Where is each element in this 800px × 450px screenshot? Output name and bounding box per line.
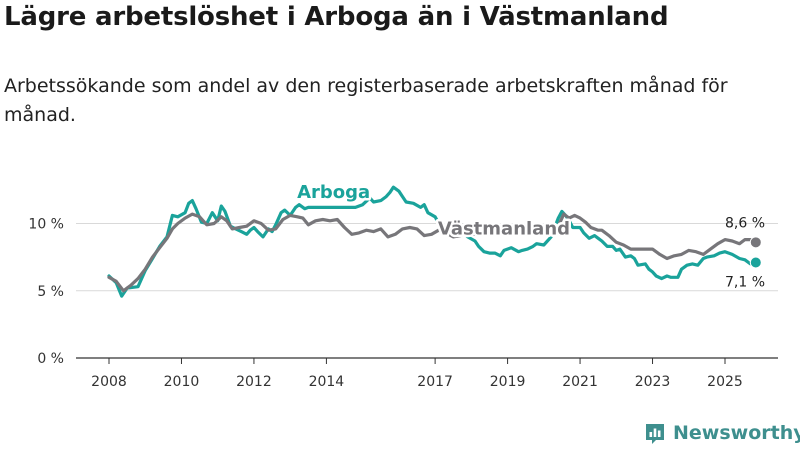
x-tick-label: 2008 <box>91 374 127 390</box>
brand-name: Newsworthy <box>673 422 800 444</box>
gridlines <box>76 223 778 292</box>
series-label-arboga: Arboga <box>297 182 370 203</box>
newsworthy-logo: Newsworthy <box>643 420 800 446</box>
x-tick-label: 2019 <box>490 374 526 390</box>
end-value-label-vastmanland: 8,6 % <box>725 215 765 231</box>
series-label-vastmanland: Västmanland <box>438 218 570 239</box>
x-tick-label: 2012 <box>236 374 272 390</box>
end-value-label-arboga: 7,1 % <box>725 275 765 291</box>
newsworthy-logo-icon <box>646 424 664 444</box>
y-tick-label: 10 % <box>28 217 64 233</box>
series-line-vastmanland <box>107 212 758 293</box>
x-tick-label: 2023 <box>635 374 671 390</box>
chart-subtitle: Arbetssökande som andel av den registerb… <box>4 75 728 126</box>
x-axis: 2008 2010 2012 2014 2017 2019 2021 2023 2025 <box>76 357 778 390</box>
y-axis-tick-labels: 0 % 5 % 10 % <box>28 217 64 368</box>
y-tick-label: 0 % <box>37 351 64 367</box>
x-tick-label: 2021 <box>562 374 598 390</box>
x-tick-label: 2014 <box>309 374 345 390</box>
end-point-arboga <box>749 256 762 269</box>
y-tick-label: 5 % <box>37 284 64 300</box>
series-line-arboga <box>107 185 758 298</box>
x-tick-label: 2010 <box>164 374 200 390</box>
x-tick-label: 2017 <box>417 374 453 390</box>
series-lines: 7,1 % 8,6 % <box>107 185 765 298</box>
x-tick-label: 2025 <box>707 374 743 390</box>
chart-title: Lägre arbetslöshet i Arboga än i Västman… <box>4 2 669 32</box>
series-annotations: Arboga Västmanland <box>295 179 573 241</box>
end-point-vastmanland <box>749 236 762 249</box>
